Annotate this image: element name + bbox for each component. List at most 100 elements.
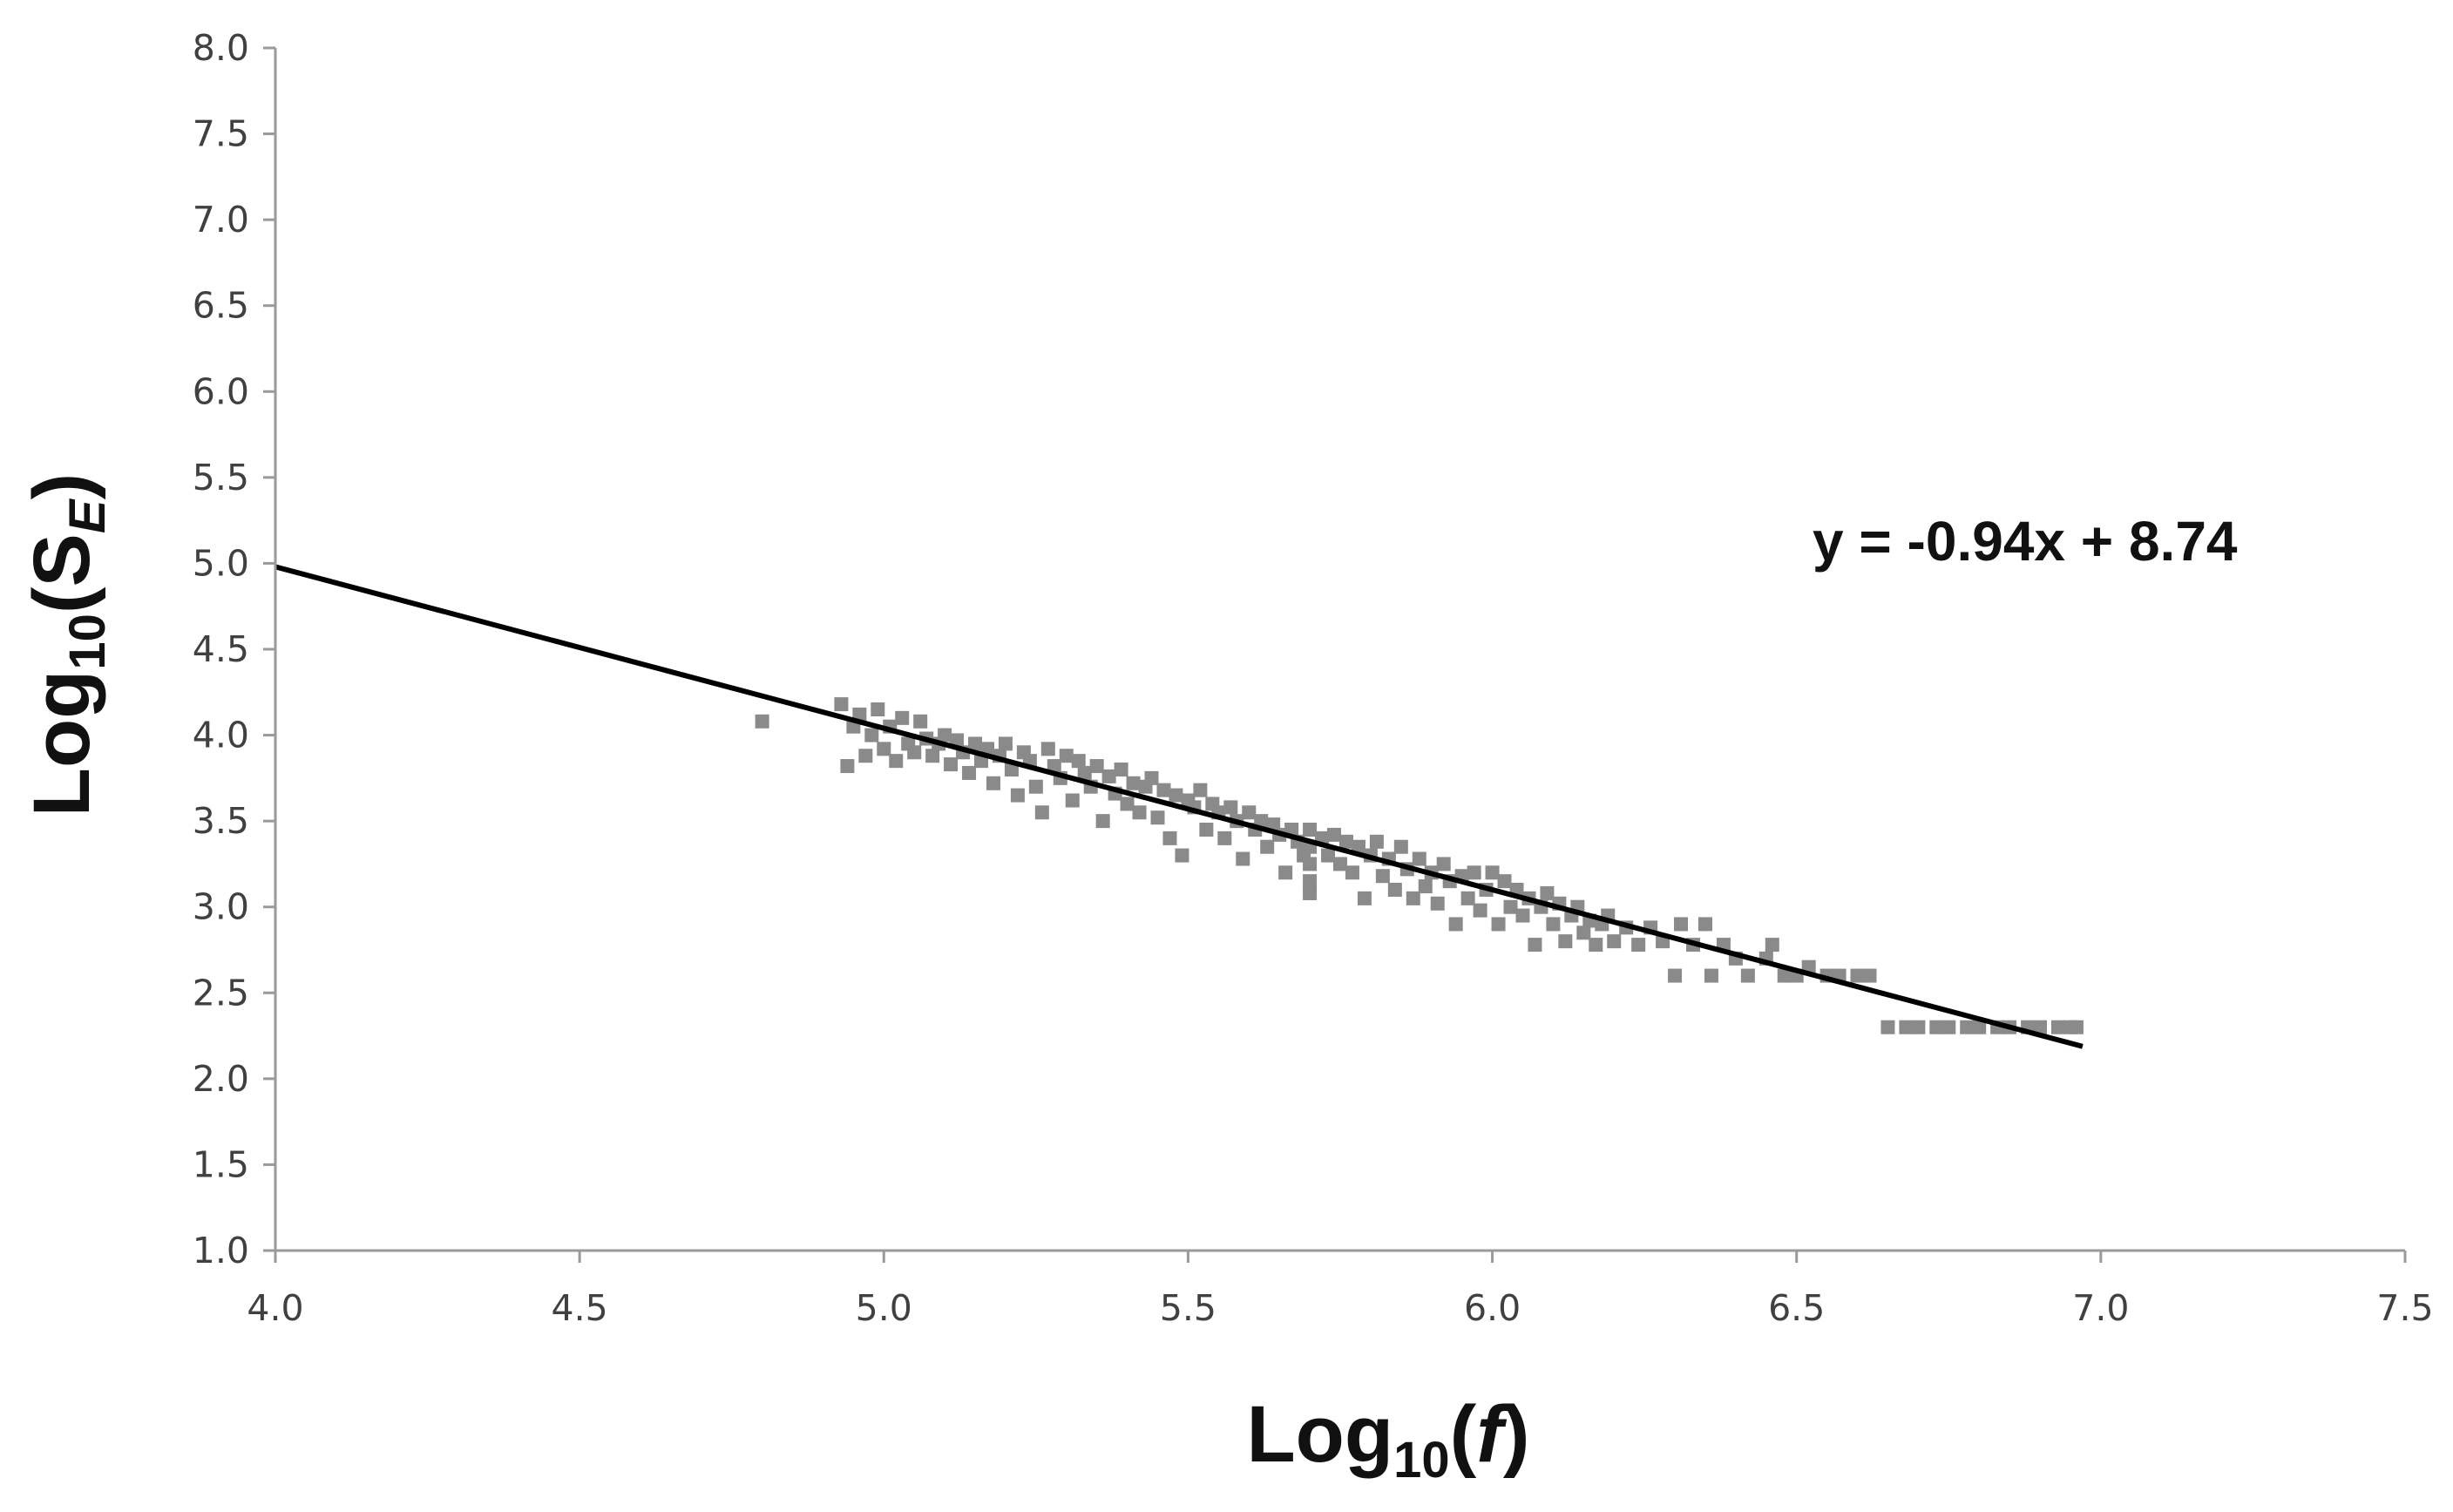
x-axis-title-close: ) — [1503, 1390, 1530, 1479]
data-point — [864, 728, 879, 742]
y-tick-label: 3.0 — [193, 886, 249, 928]
x-tick-label: 7.0 — [2072, 1287, 2129, 1329]
x-tick-label: 6.5 — [1768, 1287, 1825, 1329]
data-point — [1430, 896, 1445, 911]
data-point — [1156, 783, 1171, 797]
data-point — [1436, 857, 1451, 871]
data-point — [1150, 810, 1165, 825]
data-point — [1236, 851, 1250, 866]
data-point — [1065, 793, 1080, 808]
y-tick-label: 2.0 — [193, 1058, 249, 1100]
data-point — [858, 749, 873, 763]
data-point — [1357, 891, 1372, 905]
data-point — [1546, 917, 1561, 932]
data-point — [1303, 885, 1318, 900]
y-axis-title-open: (S — [17, 533, 106, 614]
data-point — [1697, 917, 1712, 932]
data-point — [852, 707, 867, 722]
x-tick-label: 7.5 — [2376, 1287, 2433, 1329]
data-point — [1004, 763, 1019, 776]
y-tick-label: 1.5 — [193, 1143, 249, 1185]
data-point — [1375, 869, 1390, 884]
data-point — [1175, 848, 1189, 863]
x-tick-label: 4.5 — [552, 1287, 608, 1329]
y-tick-label: 6.0 — [193, 370, 249, 412]
data-point — [1120, 797, 1135, 811]
y-tick-label: 5.5 — [193, 457, 249, 498]
data-point — [1972, 1020, 1987, 1034]
data-point — [1144, 770, 1159, 785]
data-point — [1254, 814, 1269, 829]
data-point — [998, 736, 1013, 751]
x-axis-title-open: ( — [1450, 1390, 1477, 1479]
data-point — [1960, 1020, 1975, 1034]
data-point — [2069, 1020, 2084, 1034]
data-point — [1418, 879, 1433, 894]
data-point — [1169, 788, 1183, 803]
y-tick-label: 4.5 — [193, 628, 249, 670]
data-point — [1345, 865, 1359, 880]
data-point — [1911, 1020, 1926, 1034]
data-point — [907, 745, 922, 760]
x-tick-labels: 4.0 4.5 5.0 5.5 6.0 6.5 7.0 7.5 — [247, 1251, 2434, 1329]
data-point — [1223, 800, 1238, 815]
data-point — [1193, 783, 1208, 797]
data-point — [1880, 1020, 1895, 1034]
data-point — [986, 776, 1000, 790]
data-point — [1576, 926, 1591, 940]
y-axis-title: Log10(SE) — [17, 473, 116, 817]
data-point — [1126, 776, 1141, 790]
data-point — [1034, 805, 1049, 820]
data-point — [1862, 968, 1877, 983]
y-axis-title-subscript: 10 — [59, 614, 116, 670]
x-axis-title-prefix: Log — [1246, 1390, 1393, 1479]
data-point — [755, 714, 769, 729]
data-point — [1765, 938, 1779, 953]
data-point — [1393, 839, 1408, 854]
y-tick-label: 4.0 — [193, 715, 249, 756]
data-point — [1387, 883, 1402, 897]
data-point — [1631, 938, 1646, 953]
data-point — [840, 759, 855, 774]
data-point — [1199, 823, 1214, 837]
data-point — [1668, 968, 1683, 983]
data-point — [1497, 874, 1512, 889]
data-point — [1528, 938, 1542, 953]
data-point — [1132, 805, 1147, 820]
data-point — [1929, 1020, 1944, 1034]
y-tick-label: 6.5 — [193, 285, 249, 327]
x-tick-label: 5.0 — [856, 1287, 912, 1329]
data-point — [1333, 857, 1347, 871]
data-point — [1217, 831, 1232, 845]
data-point — [1473, 903, 1487, 918]
y-axis-title-var-subscript: E — [59, 498, 116, 533]
data-point — [889, 754, 904, 769]
data-point — [1077, 765, 1092, 780]
data-point — [1850, 968, 1865, 983]
data-point — [1515, 908, 1530, 923]
data-point — [1059, 749, 1074, 763]
data-point — [1412, 851, 1426, 866]
y-tick-labels: 1.0 1.5 2.0 2.5 3.0 3.5 4.0 4.5 5.0 5.5 6.0 6.5 7.0 7… — [193, 27, 275, 1271]
y-tick-label: 3.5 — [193, 800, 249, 842]
data-point — [834, 697, 849, 712]
data-point — [1101, 769, 1116, 783]
x-tick-label: 4.0 — [247, 1287, 303, 1329]
data-point — [1503, 899, 1518, 914]
y-tick-label: 7.0 — [193, 199, 249, 241]
data-point — [1899, 1020, 1914, 1034]
data-point — [1040, 742, 1055, 756]
data-point — [1674, 917, 1689, 932]
data-point — [950, 733, 965, 748]
data-point — [925, 749, 940, 763]
data-point — [1941, 1020, 1956, 1034]
data-point — [877, 742, 891, 756]
data-point — [1467, 865, 1481, 880]
data-point — [1448, 917, 1463, 932]
data-point — [895, 710, 910, 725]
data-point — [1327, 827, 1342, 842]
data-point — [1607, 934, 1622, 949]
data-point — [1278, 865, 1293, 880]
y-tick-label: 2.5 — [193, 972, 249, 1014]
